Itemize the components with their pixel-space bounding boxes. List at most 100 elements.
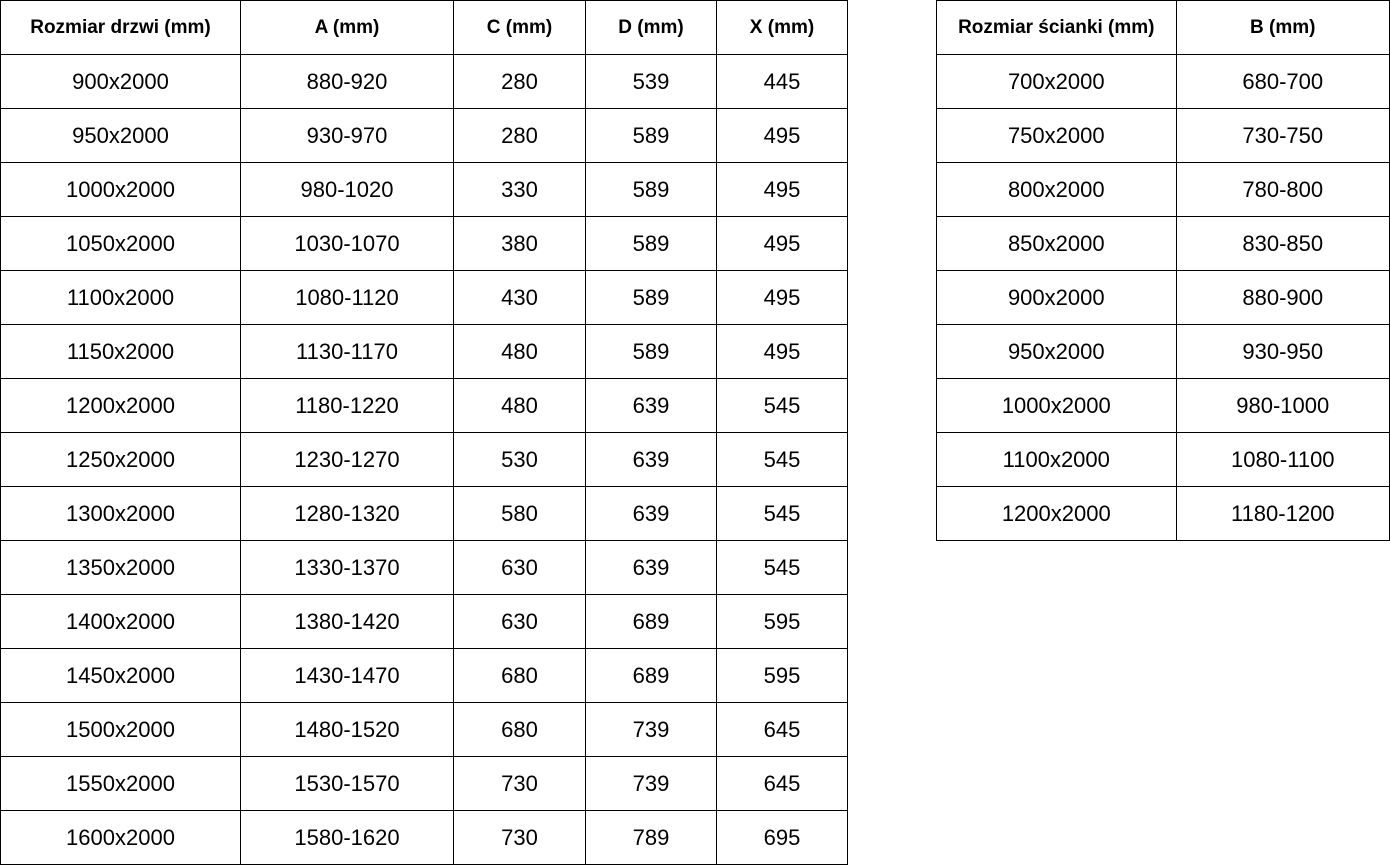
table-cell: 900x2000	[936, 270, 1177, 325]
table-cell: 630	[453, 540, 586, 595]
table-cell: 280	[453, 54, 586, 109]
table-row: 1550x2000 1530-1570 730 739 645	[0, 756, 848, 811]
table-row: 1000x2000 980-1020 330 589 495	[0, 162, 848, 217]
wall-panel-size-table: Rozmiar ścianki (mm) B (mm) 700x2000 680-7…	[936, 0, 1390, 541]
table-cell: 680-700	[1175, 54, 1390, 109]
table-cell: 900x2000	[0, 54, 241, 109]
table-cell: 589	[585, 216, 717, 271]
table-cell: 1380-1420	[240, 594, 454, 649]
table-cell: 1180-1200	[1175, 486, 1390, 541]
table-row: 1100x2000 1080-1100	[936, 432, 1390, 487]
table-row: 1250x2000 1230-1270 530 639 545	[0, 432, 848, 487]
table-cell: 700x2000	[936, 54, 1177, 109]
table-row: 1300x2000 1280-1320 580 639 545	[0, 486, 848, 541]
table-body: 700x2000 680-700 750x2000 730-750 800x2000 78…	[936, 54, 1390, 541]
table-cell: 1600x2000	[0, 810, 241, 865]
table-cell: 780-800	[1175, 162, 1390, 217]
table-cell: 430	[453, 270, 586, 325]
column-header: Rozmiar ścianki (mm)	[936, 0, 1177, 55]
table-cell: 1500x2000	[0, 702, 241, 757]
table-cell: 680	[453, 702, 586, 757]
table-cell: 1250x2000	[0, 432, 241, 487]
table-cell: 1180-1220	[240, 378, 454, 433]
table-row: 950x2000 930-950	[936, 324, 1390, 379]
table-cell: 1480-1520	[240, 702, 454, 757]
table-cell: 1000x2000	[0, 162, 241, 217]
table-cell: 645	[716, 702, 848, 757]
table-cell: 680	[453, 648, 586, 703]
table-row: 1200x2000 1180-1200	[936, 486, 1390, 541]
table-row: 900x2000 880-900	[936, 270, 1390, 325]
table-cell: 639	[585, 486, 717, 541]
table-cell: 1000x2000	[936, 378, 1177, 433]
table-cell: 830-850	[1175, 216, 1390, 271]
table-cell: 730	[453, 756, 586, 811]
table-row: 700x2000 680-700	[936, 54, 1390, 109]
table-row: 1600x2000 1580-1620 730 789 695	[0, 810, 848, 865]
table-cell: 545	[716, 486, 848, 541]
table-row: 1000x2000 980-1000	[936, 378, 1390, 433]
table-cell: 480	[453, 324, 586, 379]
table-cell: 530	[453, 432, 586, 487]
table-cell: 495	[716, 324, 848, 379]
table-row: 1450x2000 1430-1470 680 689 595	[0, 648, 848, 703]
table-row: 900x2000 880-920 280 539 445	[0, 54, 848, 109]
table-cell: 930-970	[240, 108, 454, 163]
table-cell: 330	[453, 162, 586, 217]
table-cell: 1150x2000	[0, 324, 241, 379]
table-cell: 495	[716, 270, 848, 325]
table-cell: 980-1020	[240, 162, 454, 217]
table-cell: 1450x2000	[0, 648, 241, 703]
table-cell: 1400x2000	[0, 594, 241, 649]
table-cell: 589	[585, 270, 717, 325]
table-row: 1150x2000 1130-1170 480 589 495	[0, 324, 848, 379]
table-cell: 589	[585, 108, 717, 163]
table-cell: 480	[453, 378, 586, 433]
table-cell: 880-920	[240, 54, 454, 109]
table-cell: 539	[585, 54, 717, 109]
table-cell: 1580-1620	[240, 810, 454, 865]
table-cell: 950x2000	[936, 324, 1177, 379]
table-row: 1200x2000 1180-1220 480 639 545	[0, 378, 848, 433]
table-cell: 1050x2000	[0, 216, 241, 271]
table-cell: 1330-1370	[240, 540, 454, 595]
table-cell: 495	[716, 216, 848, 271]
table-row: 800x2000 780-800	[936, 162, 1390, 217]
table-cell: 739	[585, 702, 717, 757]
table-row: 1400x2000 1380-1420 630 689 595	[0, 594, 848, 649]
table-cell: 789	[585, 810, 717, 865]
table-cell: 589	[585, 162, 717, 217]
table-row: 1100x2000 1080-1120 430 589 495	[0, 270, 848, 325]
table-cell: 1080-1120	[240, 270, 454, 325]
column-header: C (mm)	[453, 0, 586, 55]
table-row: 1050x2000 1030-1070 380 589 495	[0, 216, 848, 271]
table-cell: 1230-1270	[240, 432, 454, 487]
column-header: X (mm)	[716, 0, 848, 55]
table-cell: 1300x2000	[0, 486, 241, 541]
table-cell: 1530-1570	[240, 756, 454, 811]
table-row: 850x2000 830-850	[936, 216, 1390, 271]
table-cell: 595	[716, 594, 848, 649]
table-cell: 1200x2000	[0, 378, 241, 433]
table-cell: 1100x2000	[936, 432, 1177, 487]
table-cell: 545	[716, 432, 848, 487]
table-cell: 1350x2000	[0, 540, 241, 595]
table-cell: 495	[716, 108, 848, 163]
table-cell: 750x2000	[936, 108, 1177, 163]
column-header: Rozmiar drzwi (mm)	[0, 0, 241, 55]
table-cell: 1430-1470	[240, 648, 454, 703]
table-cell: 639	[585, 378, 717, 433]
table-cell: 1550x2000	[0, 756, 241, 811]
table-cell: 850x2000	[936, 216, 1177, 271]
table-cell: 695	[716, 810, 848, 865]
table-cell: 630	[453, 594, 586, 649]
table-cell: 280	[453, 108, 586, 163]
table-cell: 1130-1170	[240, 324, 454, 379]
table-cell: 730	[453, 810, 586, 865]
table-cell: 880-900	[1175, 270, 1390, 325]
table-row: 1350x2000 1330-1370 630 639 545	[0, 540, 848, 595]
table-cell: 930-950	[1175, 324, 1390, 379]
table-cell: 580	[453, 486, 586, 541]
table-cell: 689	[585, 648, 717, 703]
table-cell: 730-750	[1175, 108, 1390, 163]
